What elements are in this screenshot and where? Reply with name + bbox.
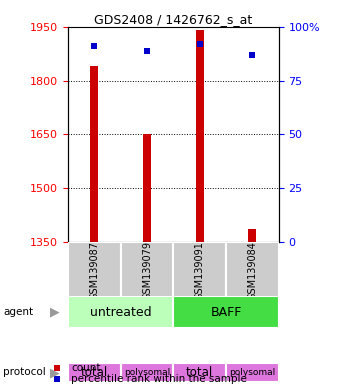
Text: polysomal: polysomal [124, 368, 170, 377]
Bar [90, 66, 98, 242]
Text: agent: agent [3, 307, 34, 317]
Bar [121, 363, 173, 382]
Text: total: total [186, 366, 214, 379]
Bar [173, 242, 226, 300]
Bar [249, 229, 256, 242]
Title: GDS2408 / 1426762_s_at: GDS2408 / 1426762_s_at [94, 13, 253, 26]
Text: total: total [81, 366, 108, 379]
Text: GSM139084: GSM139084 [248, 241, 257, 300]
Bar [68, 363, 121, 382]
Bar [196, 30, 204, 242]
Bar [68, 242, 121, 300]
Bar [173, 296, 279, 328]
Bar [143, 134, 151, 242]
Text: GSM139087: GSM139087 [89, 241, 99, 300]
Text: count: count [71, 363, 101, 373]
Bar [68, 296, 173, 328]
Text: ▶: ▶ [50, 306, 59, 318]
Text: untreated: untreated [90, 306, 152, 318]
Text: percentile rank within the sample: percentile rank within the sample [71, 374, 247, 384]
Bar [173, 363, 226, 382]
Text: BAFF: BAFF [210, 306, 242, 318]
Bar [121, 242, 173, 300]
Bar [226, 363, 279, 382]
Bar [226, 242, 279, 300]
Text: GSM139079: GSM139079 [142, 241, 152, 300]
Text: ▶: ▶ [50, 366, 59, 379]
Text: protocol: protocol [3, 367, 46, 377]
Text: polysomal: polysomal [229, 368, 276, 377]
Text: GSM139091: GSM139091 [195, 241, 205, 300]
